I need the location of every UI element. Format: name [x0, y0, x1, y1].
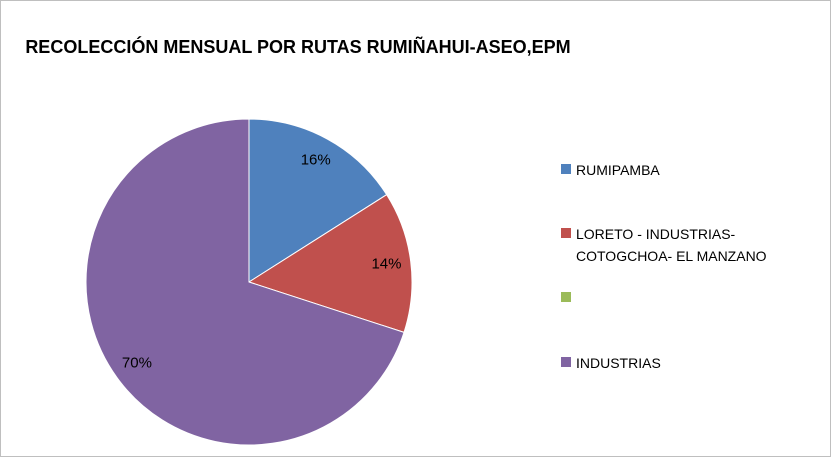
legend-swatch [561, 292, 571, 302]
data-label: 16% [301, 152, 331, 169]
pie-slice [247, 193, 413, 334]
data-label: 70% [122, 354, 152, 371]
legend-label: INDUSTRIAS [576, 355, 661, 371]
legend-label: LORETO - INDUSTRIAS-COTOGCHOA- EL MANZAN… [576, 226, 767, 264]
legend-item: LORETO - INDUSTRIAS-COTOGCHOA- EL MANZAN… [561, 223, 781, 267]
legend-swatch [561, 228, 571, 238]
legend-item: RUMIPAMBA [561, 159, 781, 181]
data-label: 14% [371, 256, 401, 273]
legend-label: RUMIPAMBA [576, 162, 660, 178]
legend-item [561, 287, 781, 302]
legend-item: INDUSTRIAS [561, 352, 781, 374]
chart-title: RECOLECCIÓN MENSUAL POR RUTAS RUMIÑAHUI-… [25, 37, 571, 57]
legend-swatch [561, 357, 571, 367]
pie-slice [248, 118, 388, 283]
legend-swatch [561, 164, 571, 174]
pie-slice [85, 118, 405, 446]
